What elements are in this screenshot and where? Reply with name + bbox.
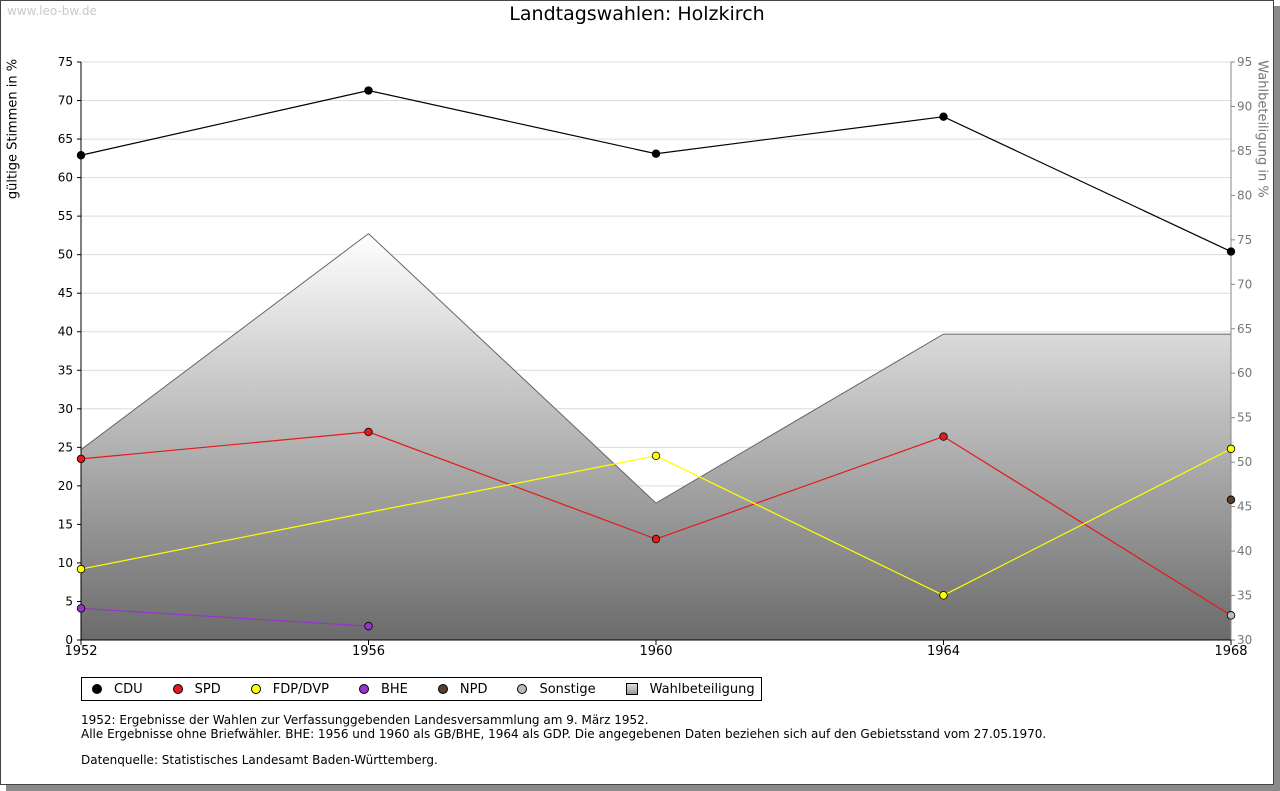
data-point-bhe bbox=[76, 604, 86, 613]
y-left-tick-label: 65 bbox=[58, 132, 73, 146]
x-tick-label: 1956 bbox=[352, 644, 385, 659]
data-point-npd bbox=[1226, 495, 1236, 504]
series-line-cdu bbox=[80, 89, 1232, 253]
y-right-tick-label: 55 bbox=[1237, 411, 1252, 425]
y-left-tick-label: 15 bbox=[58, 517, 73, 531]
y-right-tick-label: 85 bbox=[1237, 144, 1252, 158]
data-point-spd bbox=[364, 427, 373, 437]
y-right-tick-label: 60 bbox=[1237, 366, 1252, 380]
y-left-tick-label: 0 bbox=[65, 633, 73, 647]
turnout-area-fill bbox=[81, 233, 1231, 641]
legend-item-cdu: CDU bbox=[86, 682, 143, 697]
series-points bbox=[76, 86, 1236, 631]
x-tick-label: 1960 bbox=[639, 644, 672, 659]
data-point-fdp-dvp bbox=[76, 564, 86, 574]
turnout-area bbox=[80, 232, 1231, 641]
y-left-tick-label: 40 bbox=[58, 325, 73, 339]
legend-item-sonstige: Sonstige bbox=[511, 681, 596, 697]
watermark: www.leo-bw.de bbox=[7, 4, 97, 18]
legend-label-wahlbeteiligung: Wahlbeteiligung bbox=[649, 681, 755, 697]
y-left-tick-label: 50 bbox=[58, 248, 73, 262]
data-source: Datenquelle: Statistisches Landesamt Bad… bbox=[81, 753, 438, 767]
legend-item-bhe: BHE bbox=[353, 682, 408, 697]
series-line-fdp-dvp bbox=[80, 448, 1232, 596]
legend-label-sonstige: Sonstige bbox=[539, 681, 596, 697]
turnout-area-outline bbox=[80, 232, 1231, 504]
y-right-tick-label: 50 bbox=[1237, 455, 1252, 469]
y-left-tick-label: 35 bbox=[58, 363, 73, 377]
legend-item-npd: NPD bbox=[432, 681, 488, 697]
legend-marker-bhe bbox=[358, 684, 369, 694]
legend-marker-spd bbox=[172, 684, 183, 694]
data-point-spd bbox=[651, 534, 661, 544]
series-line-bhe bbox=[80, 607, 369, 627]
footnote-2: Alle Ergebnisse ohne Briefwähler. BHE: 1… bbox=[81, 726, 1047, 741]
y-left-tick-label: 30 bbox=[58, 402, 73, 416]
y-right-tick-label: 30 bbox=[1237, 633, 1252, 647]
chart-title: Landtagswahlen: Holzkirch bbox=[509, 3, 765, 25]
legend-label-fdp-dvp: FDP/DVP bbox=[272, 681, 329, 697]
legend-marker-npd bbox=[437, 684, 448, 694]
y-right-tick-label: 70 bbox=[1237, 277, 1252, 291]
y-left-tick-label: 55 bbox=[58, 209, 73, 223]
y-left-tick-label: 70 bbox=[58, 94, 73, 108]
data-point-cdu bbox=[364, 86, 373, 95]
y-right-tick-label: 90 bbox=[1237, 99, 1252, 113]
legend-item-spd: SPD bbox=[167, 682, 221, 697]
legend-label-spd: SPD bbox=[194, 681, 221, 697]
y-right-tick-label: 35 bbox=[1237, 589, 1252, 603]
data-point-sonstige bbox=[1226, 611, 1236, 620]
data-point-bhe bbox=[364, 621, 373, 631]
data-point-fdp-dvp bbox=[939, 591, 948, 600]
legend-marker-cdu bbox=[92, 684, 102, 694]
footnote-1: 1952: Ergebnisse der Wahlen zur Verfassu… bbox=[81, 713, 649, 727]
axes: 0 5 10 15 20 25 30 35 40 45 50 55 60 65 70 75 30 35 40 45 50… bbox=[58, 55, 1253, 659]
data-point-fdp-dvp bbox=[651, 451, 661, 461]
data-point-spd bbox=[939, 432, 948, 441]
data-point-cdu bbox=[76, 151, 86, 160]
legend: CDU SPD FDP/DVP BHE NPD Sonstige Wahlbeteiligu… bbox=[81, 677, 762, 701]
legend-label-cdu: CDU bbox=[114, 681, 143, 697]
y-right-tick-label: 80 bbox=[1237, 188, 1252, 202]
footnotes: 1952: Ergebnisse der Wahlen zur Verfassu… bbox=[81, 713, 1047, 741]
y-right-tick-label: 45 bbox=[1237, 500, 1252, 514]
y-left-tick-label: 20 bbox=[58, 479, 73, 493]
data-point-cdu bbox=[1226, 247, 1236, 256]
legend-label-npd: NPD bbox=[459, 681, 488, 697]
y-left-tick-label: 10 bbox=[58, 556, 73, 570]
y-right-tick-label: 65 bbox=[1237, 322, 1252, 336]
y-left-tick-label: 25 bbox=[58, 440, 73, 454]
legend-marker-fdp-dvp bbox=[250, 684, 261, 694]
y-right-tick-label: 40 bbox=[1237, 544, 1252, 558]
legend-item-wahlbeteiligung: Wahlbeteiligung bbox=[620, 682, 755, 697]
legend-item-fdp-dvp: FDP/DVP bbox=[245, 682, 329, 697]
legend-marker-sonstige bbox=[517, 684, 528, 694]
data-point-spd bbox=[76, 454, 86, 464]
y-left-tick-label: 75 bbox=[58, 55, 73, 69]
y-right-tick-label: 95 bbox=[1237, 55, 1252, 69]
y-left-tick-label: 5 bbox=[65, 594, 73, 608]
y-right-tick-label: 75 bbox=[1237, 233, 1252, 247]
data-point-cdu bbox=[651, 149, 661, 158]
x-tick-label: 1964 bbox=[927, 644, 960, 659]
data-point-cdu bbox=[939, 112, 948, 121]
legend-marker-wahlbeteiligung bbox=[625, 683, 638, 695]
x-tick-label: 1952 bbox=[64, 644, 97, 659]
y-left-tick-label: 45 bbox=[58, 286, 73, 300]
y-left-tick-label: 60 bbox=[58, 171, 73, 185]
data-point-fdp-dvp bbox=[1226, 444, 1236, 454]
x-tick-label: 1968 bbox=[1214, 644, 1247, 659]
legend-label-bhe: BHE bbox=[380, 681, 408, 697]
